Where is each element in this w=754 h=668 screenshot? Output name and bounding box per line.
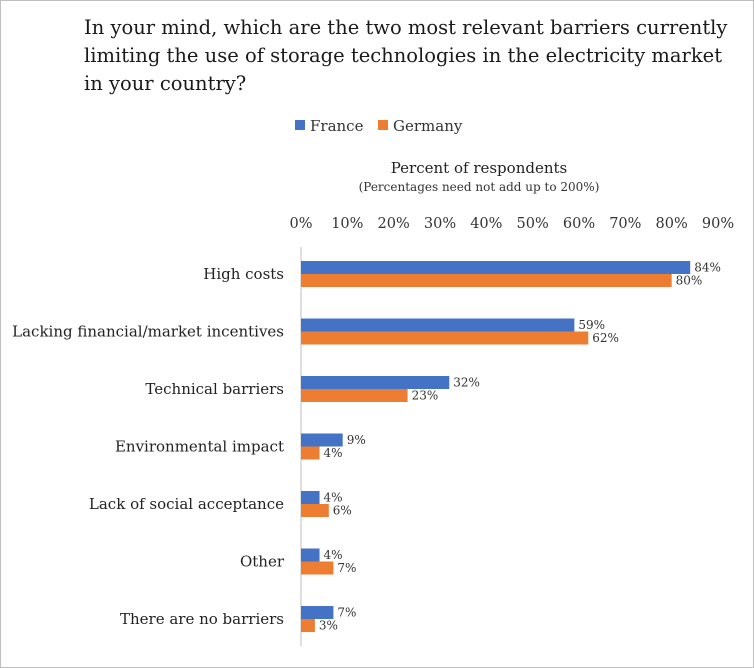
x-axis-title: Percent of respondents <box>391 159 567 177</box>
x-tick-label: 10% <box>331 216 363 232</box>
category-label: Technical barriers <box>145 380 284 398</box>
x-axis-note: (Percentages need not add up to 200%) <box>359 180 600 194</box>
legend-swatch-germany <box>378 120 388 130</box>
data-label-france: 59% <box>578 318 605 332</box>
data-label-germany: 23% <box>412 389 439 403</box>
category-labels: High costs Lacking financial/market incen… <box>12 265 285 628</box>
category-label: Lacking financial/market incentives <box>12 323 284 341</box>
data-label-germany: 4% <box>324 446 343 460</box>
chart-title-line-2: limiting the use of storage technologies… <box>84 44 722 67</box>
data-label-france: 4% <box>324 548 343 562</box>
bar-germany-2 <box>301 331 589 345</box>
bar-germany-6 <box>301 561 334 575</box>
data-label-france: 7% <box>337 606 356 620</box>
x-tick-label: 20% <box>378 216 410 232</box>
category-label: Other <box>240 553 285 571</box>
category-label: Lack of social acceptance <box>89 495 284 513</box>
bar-germany-1 <box>301 274 672 287</box>
x-tick-label: 40% <box>470 216 502 232</box>
legend: France Germany <box>295 117 463 135</box>
legend-label-germany: Germany <box>393 117 463 135</box>
data-label-germany: 62% <box>592 331 619 345</box>
data-label-germany: 3% <box>319 619 338 633</box>
x-tick-label: 50% <box>517 216 549 232</box>
bar-france-5 <box>301 491 320 504</box>
chart-title-line-3: in your country? <box>84 72 246 95</box>
data-label-germany: 6% <box>333 504 352 518</box>
x-tick-label: 90% <box>702 216 734 232</box>
data-label-france: 9% <box>347 433 366 447</box>
bar-france-7 <box>301 606 334 619</box>
data-labels: 84%80%59%62%32%23%9%4%4%6%4%7%7%3% <box>319 261 721 633</box>
bar-france-3 <box>301 376 450 389</box>
bars <box>301 261 691 632</box>
x-tick-label: 60% <box>563 216 595 232</box>
x-tick-label: 70% <box>609 216 641 232</box>
bar-germany-7 <box>301 619 315 632</box>
category-label: Environmental impact <box>115 438 284 456</box>
legend-swatch-france <box>295 120 305 130</box>
bar-france-6 <box>301 548 320 562</box>
bar-germany-3 <box>301 389 408 402</box>
bar-germany-5 <box>301 504 329 517</box>
data-label-france: 84% <box>694 261 721 275</box>
bar-france-2 <box>301 318 575 332</box>
bar-france-4 <box>301 433 343 447</box>
category-label: There are no barriers <box>120 610 284 628</box>
bar-germany-4 <box>301 446 320 460</box>
chart-title-line-1: In your mind, which are the two most rel… <box>84 16 727 39</box>
data-label-germany: 80% <box>676 274 703 288</box>
x-tick-label: 30% <box>424 216 456 232</box>
data-label-france: 32% <box>453 376 480 390</box>
category-label: High costs <box>203 265 284 283</box>
x-tick-label: 80% <box>656 216 688 232</box>
data-label-france: 4% <box>324 491 343 505</box>
legend-label-france: France <box>310 117 364 135</box>
x-axis-ticks: 0% 10% 20% 30% 40% 50% 60% 70% 80% 90% <box>289 216 734 232</box>
x-tick-label: 0% <box>289 216 312 232</box>
bar-france-1 <box>301 261 691 274</box>
chart-title: In your mind, which are the two most rel… <box>84 16 727 95</box>
data-label-germany: 7% <box>337 561 356 575</box>
